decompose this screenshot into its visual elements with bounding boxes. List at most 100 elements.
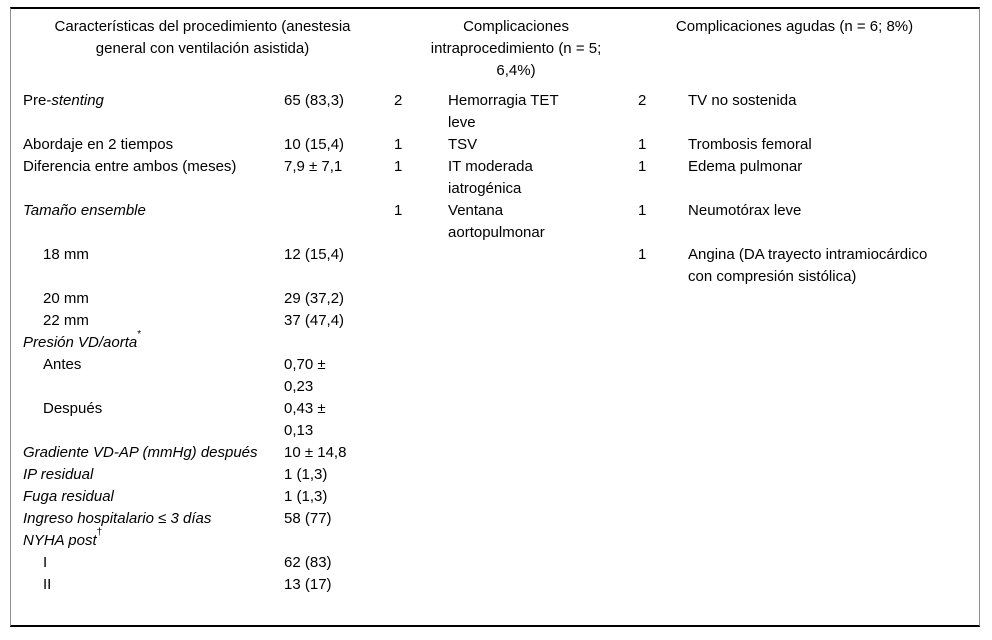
- intraprocedure-count: 1: [394, 158, 403, 175]
- acute-count: 2: [638, 92, 647, 109]
- intraprocedure-description: Ventana aortopulmonar: [448, 202, 545, 241]
- intraprocedure-description: [448, 508, 638, 530]
- intraprocedure-description: TSV: [448, 136, 478, 153]
- row-label-text: Ingreso hospitalario ≤ 3 días: [23, 510, 212, 527]
- row-value: 29 (37,2): [284, 290, 345, 307]
- row-label: Pre-stenting: [11, 90, 284, 134]
- header-procedure-characteristics: Características del procedimiento (anest…: [54, 18, 351, 57]
- table-row: Antes 0,70 ± 0,23: [11, 354, 979, 398]
- row-label: II: [11, 574, 284, 596]
- acute-count: 1: [638, 136, 647, 153]
- intraprocedure-description: [448, 486, 638, 508]
- acute-count: [638, 530, 688, 552]
- intraprocedure-description: Hemorragia TET leve: [448, 92, 559, 131]
- acute-description: [688, 552, 979, 574]
- intraprocedure-description: [448, 442, 638, 464]
- row-label: Después: [11, 398, 284, 442]
- table-body: Pre-stenting 65 (83,3) 2 Hemorragia TET lev…: [11, 90, 979, 596]
- row-label: Tamaño ensemble: [11, 200, 284, 244]
- acute-count: [638, 332, 688, 354]
- table-row: II 13 (17): [11, 574, 979, 596]
- header-intraprocedure-complications: Complicaciones intraprocedimiento (n = 5…: [430, 18, 602, 79]
- acute-count: [638, 442, 688, 464]
- table-header: Características del procedimiento (anest…: [11, 9, 979, 90]
- acute-description: Angina (DA trayecto intramiocárdico con …: [688, 246, 928, 285]
- row-value: [284, 200, 394, 244]
- acute-count: [638, 486, 688, 508]
- row-label: 18 mm: [11, 244, 284, 288]
- acute-count: [638, 464, 688, 486]
- intraprocedure-count: [394, 310, 448, 332]
- acute-count: 1: [638, 202, 647, 219]
- row-value: [284, 332, 394, 354]
- row-label: Diferencia entre ambos (meses): [11, 156, 284, 200]
- row-label-text: I: [43, 554, 48, 571]
- row-label-text: 18 mm: [43, 246, 89, 263]
- acute-count: [638, 310, 688, 332]
- acute-description: [688, 486, 979, 508]
- row-label: I: [11, 552, 284, 574]
- table-row: Tamaño ensemble 1 Ventana aortopulmonar 1 Ne…: [11, 200, 979, 244]
- table-row: Fuga residual 1 (1,3): [11, 486, 979, 508]
- acute-description: [688, 508, 979, 530]
- acute-count: 1: [638, 158, 647, 175]
- intraprocedure-description: [448, 574, 638, 596]
- acute-description: [688, 288, 979, 310]
- acute-count: [638, 552, 688, 574]
- row-value: 65 (83,3): [284, 92, 345, 109]
- intraprocedure-count: [394, 244, 448, 288]
- row-label-text: Diferencia entre ambos (meses): [23, 158, 237, 175]
- acute-description: [688, 398, 979, 442]
- footnote-marker: †: [96, 527, 103, 538]
- intraprocedure-count: [394, 442, 448, 464]
- acute-count: [638, 354, 688, 398]
- row-label-text: Abordaje en 2 tiempos: [23, 136, 174, 153]
- table-container: Características del procedimiento (anest…: [10, 7, 980, 627]
- row-value: 37 (47,4): [284, 312, 345, 329]
- row-value: 10 ± 14,8: [284, 444, 347, 461]
- acute-description: Edema pulmonar: [688, 158, 803, 175]
- intraprocedure-description: [448, 552, 638, 574]
- intraprocedure-count: [394, 530, 448, 552]
- table-row: 22 mm 37 (47,4): [11, 310, 979, 332]
- intraprocedure-description: [448, 530, 638, 552]
- intraprocedure-count: [394, 552, 448, 574]
- acute-count: [638, 288, 688, 310]
- row-label: Ingreso hospitalario ≤ 3 días: [11, 508, 284, 530]
- acute-description: [688, 464, 979, 486]
- table-row: Pre-stenting 65 (83,3) 2 Hemorragia TET lev…: [11, 90, 979, 134]
- intraprocedure-count: [394, 508, 448, 530]
- table-row: Gradiente VD-AP (mmHg) después 10 ± 14,8: [11, 442, 979, 464]
- row-label-text: Después: [43, 400, 103, 417]
- row-value: 12 (15,4): [284, 246, 345, 263]
- intraprocedure-count: 2: [394, 92, 403, 109]
- intraprocedure-description: [448, 244, 638, 288]
- intraprocedure-count: [394, 354, 448, 398]
- row-label: 20 mm: [11, 288, 284, 310]
- intraprocedure-count: 1: [394, 136, 403, 153]
- row-value: [284, 530, 394, 552]
- intraprocedure-count: 1: [394, 202, 403, 219]
- row-label: Gradiente VD-AP (mmHg) después: [11, 442, 284, 464]
- row-value: 1 (1,3): [284, 488, 328, 505]
- intraprocedure-description: [448, 332, 638, 354]
- header-row: Características del procedimiento (anest…: [11, 9, 979, 90]
- row-label: Presión VD/aorta*: [11, 330, 284, 354]
- acute-description: TV no sostenida: [688, 92, 797, 109]
- intraprocedure-count: [394, 332, 448, 354]
- row-value: 0,70 ± 0,23: [284, 356, 326, 395]
- table-row: Presión VD/aorta*: [11, 330, 979, 354]
- row-label: Fuga residual: [11, 486, 284, 508]
- procedure-characteristics-table: Características del procedimiento (anest…: [11, 9, 979, 596]
- acute-count: [638, 508, 688, 530]
- acute-count: [638, 398, 688, 442]
- intraprocedure-description: [448, 464, 638, 486]
- table-row: Abordaje en 2 tiempos 10 (15,4) 1 TSV 1 Tromb…: [11, 134, 979, 156]
- table-row: 18 mm 12 (15,4) 1 Angina (DA trayecto intra…: [11, 244, 979, 288]
- acute-description: [688, 442, 979, 464]
- row-value: 0,43 ± 0,13: [284, 400, 326, 439]
- row-label-text: Gradiente VD-AP (mmHg) después: [23, 444, 258, 461]
- row-value: 62 (83): [284, 554, 332, 571]
- acute-description: [688, 332, 979, 354]
- table-row: Diferencia entre ambos (meses) 7,9 ± 7,1 1…: [11, 156, 979, 200]
